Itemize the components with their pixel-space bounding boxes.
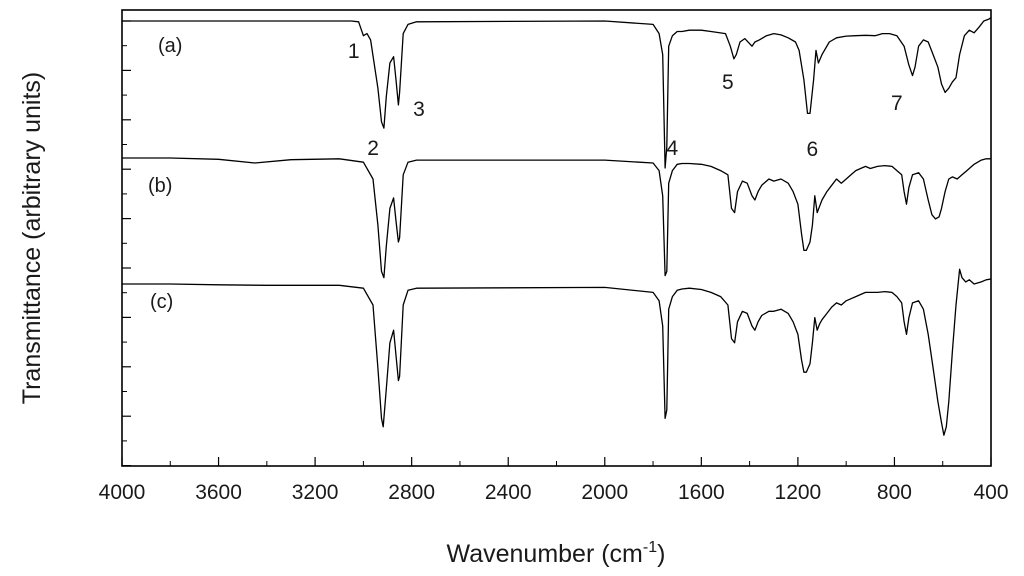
spectrum-line-c [122,268,992,436]
x-tick-label: 1200 [775,481,822,504]
x-tick-label: 3200 [292,481,339,504]
peak-label: 6 [807,138,819,161]
series-label: (c) [150,291,173,313]
spectrum-line-b [122,157,991,279]
peak-label: 7 [891,92,903,115]
x-tick-label: 4000 [99,481,146,504]
peak-labels: 1 2 3 4 5 6 7 [348,40,903,161]
plot-frame [121,9,992,467]
spectrum-line-a [122,17,992,169]
x-tick-label: 400 [973,481,1008,504]
x-tick-labels: 4000 3600 3200 2800 2400 2000 1600 1200 800 400 [99,481,1009,504]
peak-label: 2 [367,137,379,160]
x-tick-label: 2800 [388,481,435,504]
x-tick-label: 1600 [678,481,725,504]
y-axis-title: Transmittance (arbitrary units) [18,72,46,405]
series-label: (b) [148,175,172,197]
peak-label: 4 [667,137,679,160]
peak-label: 5 [722,71,734,94]
peak-label: 1 [348,40,360,63]
spectrum-lines [122,17,992,436]
x-tick-label: 3600 [195,481,242,504]
x-axis-title-main: Wavenumber (cm [447,540,643,568]
x-tick-label: 800 [877,481,912,504]
x-tick-label: 2400 [485,481,532,504]
x-tick-label: 2000 [581,481,628,504]
x-axis-title-tail: ) [657,540,665,568]
series-label: (a) [158,35,182,57]
peak-label: 3 [413,98,425,121]
x-axis-title: Wavenumber (cm-1) [447,539,666,568]
series-labels: (a) (b) (c) [148,35,182,313]
x-axis-title-superscript: -1 [643,539,657,556]
axis-ticks [121,20,992,467]
